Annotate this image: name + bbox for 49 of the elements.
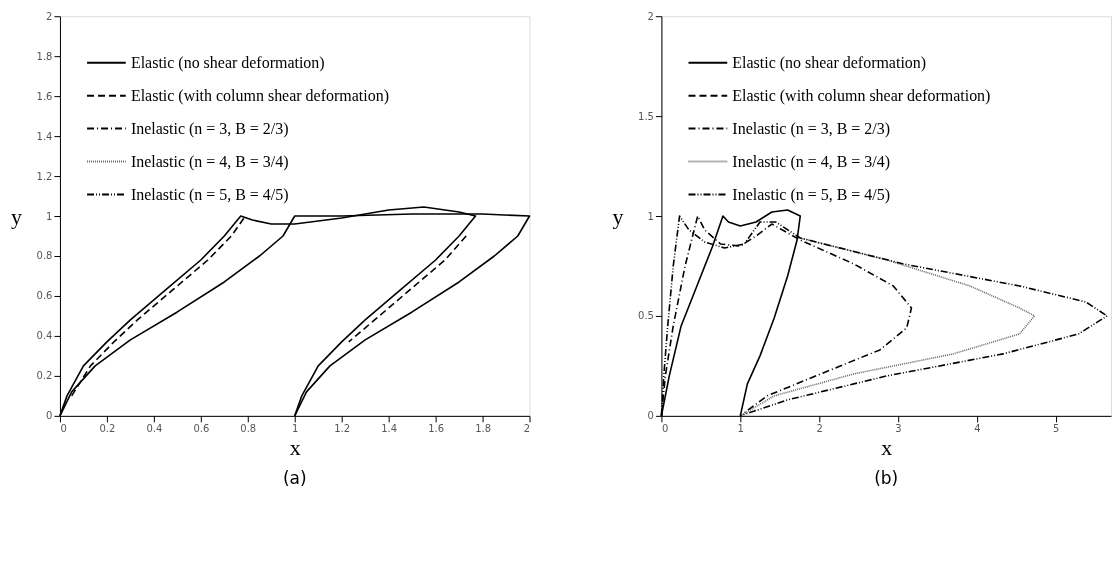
- x-tick-label: 1.6: [428, 423, 445, 435]
- y-tick-label: 1.5: [638, 110, 654, 122]
- x-tick-label: 1: [737, 423, 744, 435]
- y-tick-label: 2: [46, 10, 53, 22]
- x-axis-title: x: [881, 435, 893, 461]
- text: (b): [874, 467, 899, 488]
- x-tick-label: 0.6: [193, 423, 210, 435]
- x-tick-label: 2: [816, 423, 823, 435]
- y-axis-title: y: [612, 203, 624, 229]
- x-tick-label: 0.4: [146, 423, 163, 435]
- legend-label: Inelastic (n = 4, B = 3/4): [130, 152, 289, 171]
- x-tick-label: 4: [974, 423, 981, 435]
- y-tick-label: 1.6: [36, 90, 53, 102]
- x-tick-label: 0: [60, 423, 67, 435]
- legend-label: Inelastic (n = 4, B = 3/4): [732, 152, 891, 171]
- y-tick-label: 0: [46, 410, 53, 422]
- legend-label: Inelastic (n = 5, B = 4/5): [732, 185, 891, 204]
- y-tick-label: 0.2: [36, 370, 53, 382]
- x-tick-label: 0.8: [240, 423, 257, 435]
- y-tick-label: 1: [647, 210, 654, 222]
- legend-label: Elastic (no shear deformation): [732, 53, 927, 72]
- x-tick-label: 1.8: [475, 423, 492, 435]
- x-tick-label: 3: [895, 423, 902, 435]
- legend-label: Elastic (no shear deformation): [130, 53, 325, 72]
- y-tick-label: 1.4: [36, 130, 53, 142]
- legend-label: Inelastic (n = 3, B = 2/3): [732, 119, 891, 138]
- y-tick-label: 1: [46, 210, 53, 222]
- y-axis-title: y: [11, 203, 23, 229]
- y-tick-label: 2: [647, 10, 654, 22]
- x-tick-label: 2: [523, 423, 531, 435]
- y-tick-label: 0.4: [36, 330, 53, 342]
- text: (a): [282, 467, 307, 488]
- x-axis-title: x: [289, 435, 301, 461]
- y-tick-label: 0.8: [36, 250, 53, 262]
- x-tick-label: 0: [661, 423, 669, 435]
- y-tick-label: 1.2: [36, 170, 53, 182]
- x-tick-label: 1.2: [334, 423, 351, 435]
- y-tick-label: 0: [647, 410, 654, 422]
- x-tick-label: 1: [292, 423, 299, 435]
- y-tick-label: 1.8: [36, 50, 53, 62]
- legend-label: Elastic (with column shear deformation): [732, 86, 991, 105]
- x-tick-label: 1.4: [381, 423, 398, 435]
- x-tick-label: 5: [1053, 423, 1060, 435]
- y-tick-label: 0.5: [638, 310, 654, 322]
- legend-label: Inelastic (n = 5, B = 4/5): [130, 185, 289, 204]
- x-tick-label: 0.2: [99, 423, 116, 435]
- legend-label: Inelastic (n = 3, B = 2/3): [130, 119, 289, 138]
- y-tick-label: 0.6: [36, 290, 53, 302]
- legend-label: Elastic (with column shear deformation): [130, 86, 389, 105]
